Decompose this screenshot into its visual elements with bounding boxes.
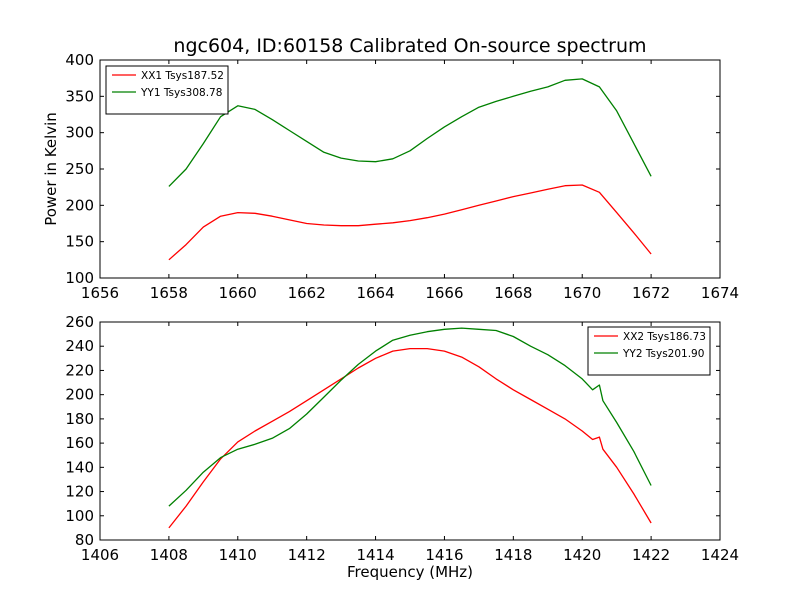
x-tick-label: 1670	[563, 284, 601, 302]
legend-label: XX2 Tsys186.73	[623, 331, 706, 343]
y-tick-label: 140	[65, 458, 94, 476]
series-line-2	[168, 78, 652, 187]
x-tick-label: 1418	[494, 546, 532, 564]
y-tick-label: 240	[65, 337, 94, 355]
x-tick-label: 1408	[150, 546, 188, 564]
x-tick-label: 1412	[288, 546, 326, 564]
x-tick-label: 1664	[356, 284, 394, 302]
y-tick-label: 250	[65, 160, 94, 178]
legend-label: YY1 Tsys308.78	[140, 87, 222, 99]
y-tick-label: 200	[65, 386, 94, 404]
plot-panel-2: 1406 1408 1410 1412 1414 1416 1418 1420 1422 1424…	[65, 313, 739, 564]
x-tick-label: 1422	[632, 546, 670, 564]
x-tick-label: 1674	[701, 284, 739, 302]
plot-panel-1: 1656 1658 1660 1662 1664 1666 1668 1670 1672 1674…	[65, 51, 739, 302]
y-tick-label: 220	[65, 361, 94, 379]
x-tick-label: 1668	[494, 284, 532, 302]
y-tick-label: 120	[65, 483, 94, 501]
legend-label: YY2 Tsys201.90	[622, 348, 704, 360]
y-tick-label: 180	[65, 410, 94, 428]
legend-box	[105, 65, 229, 115]
x-tick-label: 1424	[701, 546, 739, 564]
x-tick-label: 1406	[81, 546, 119, 564]
y-tick-label: 400	[65, 51, 94, 69]
series-line-1	[168, 347, 652, 529]
legend: XX2 Tsys186.73 YY2 Tsys201.90	[587, 326, 711, 376]
x-tick-label: 1414	[356, 546, 394, 564]
x-tick-label: 1656	[81, 284, 119, 302]
x-tick-label: 1416	[425, 546, 463, 564]
y-tick-label: 350	[65, 87, 94, 105]
y-axis-label: Power in Kelvin	[42, 112, 60, 226]
x-tick-label: 1410	[219, 546, 257, 564]
x-tick-label: 1666	[425, 284, 463, 302]
legend-label: XX1 Tsys187.52	[141, 70, 224, 82]
legend-box	[587, 326, 711, 376]
y-tick-label: 150	[65, 233, 94, 251]
y-tick-label: 80	[75, 531, 94, 549]
legend: XX1 Tsys187.52 YY1 Tsys308.78	[105, 65, 229, 115]
series-line-1	[168, 184, 652, 261]
x-tick-label: 1662	[288, 284, 326, 302]
x-tick-label: 1658	[150, 284, 188, 302]
x-tick-label: 1660	[219, 284, 257, 302]
y-tick-label: 100	[65, 507, 94, 525]
x-axis-label: Frequency (MHz)	[347, 563, 473, 581]
series-line-2	[168, 327, 652, 507]
y-tick-label: 200	[65, 196, 94, 214]
y-tick-label: 260	[65, 313, 94, 331]
chart-title: ngc604, ID:60158 Calibrated On-source sp…	[173, 35, 646, 57]
axes-frame	[99, 321, 721, 541]
y-tick-label: 100	[65, 269, 94, 287]
y-tick-label: 300	[65, 124, 94, 142]
x-tick-label: 1672	[632, 284, 670, 302]
x-tick-label: 1420	[563, 546, 601, 564]
y-tick-label: 160	[65, 434, 94, 452]
